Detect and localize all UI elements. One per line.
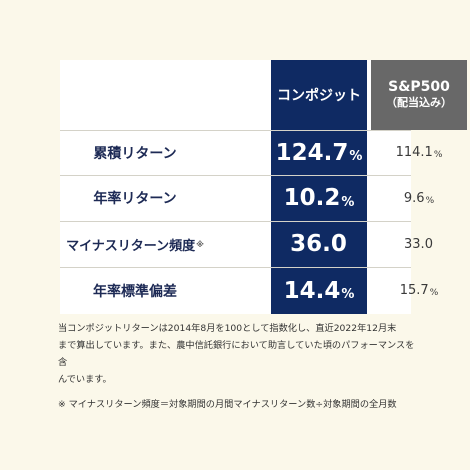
sp500-column-header: S&P500 （配当込み）: [371, 60, 467, 130]
composite-value: 36.0: [271, 221, 367, 267]
row-label: 累積リターン: [93, 145, 177, 162]
footnote-mark: ※: [196, 239, 204, 249]
sp500-header-subtitle: （配当込み）: [386, 96, 452, 109]
sp500-header-title: S&P500: [388, 79, 450, 95]
composite-value: 14.4%: [271, 267, 367, 314]
row-divider: [60, 221, 411, 222]
row-divider: [60, 267, 411, 268]
performance-table: コンポジット S&P500 （配当込み） 累積リターン 124.7% 114.1…: [60, 60, 467, 314]
composite-column-header: コンポジット: [271, 60, 367, 130]
sp500-value: 114.1%: [395, 145, 443, 160]
table-header-row: コンポジット S&P500 （配当込み）: [60, 60, 467, 130]
composite-value: 124.7%: [271, 130, 367, 175]
table-row: 年率リターン 10.2% 9.6%: [60, 175, 434, 221]
table-row: マイナスリターン頻度 ※ 36.0 33.0: [60, 221, 433, 267]
composite-value: 10.2%: [271, 175, 367, 221]
methodology-note: 当コンポジットリターンは2014年8月を100として指数化し、直近2022年12…: [58, 323, 415, 385]
row-label: 年率リターン: [93, 191, 177, 207]
row-label: マイナスリターン頻度 ※: [66, 238, 204, 254]
row-divider: [60, 175, 411, 176]
row-label: 年率標準偏差: [93, 283, 177, 300]
table-row: 年率標準偏差 14.4% 15.7%: [60, 267, 438, 314]
sp500-value: 15.7%: [399, 283, 439, 298]
sp500-value: 33.0: [404, 236, 433, 252]
table-row: 累積リターン 124.7% 114.1%: [60, 130, 442, 175]
sp500-value: 9.6%: [403, 190, 435, 206]
footnote: ※ マイナスリターン頻度＝対象期間の月間マイナスリターン数÷対象期間の全月数: [58, 399, 397, 410]
row-divider: [60, 130, 411, 131]
